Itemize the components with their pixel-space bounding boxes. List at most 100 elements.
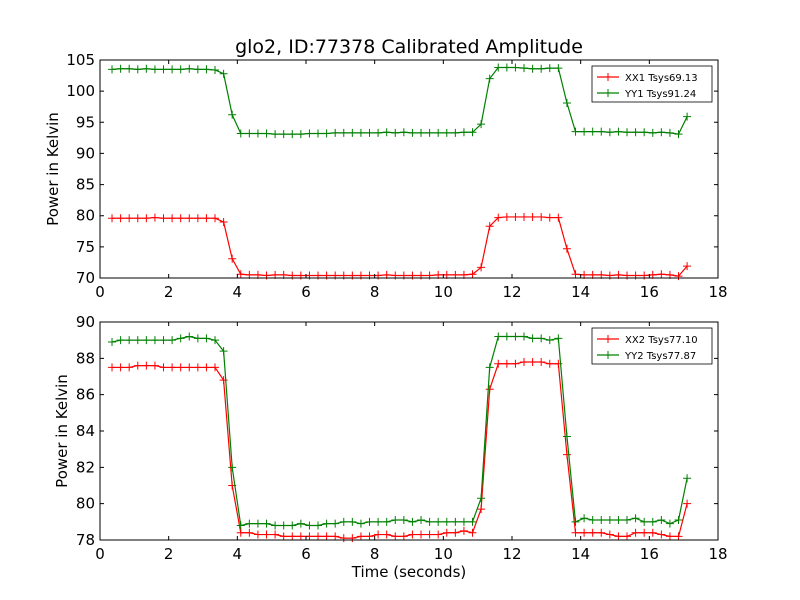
data-point — [665, 532, 674, 541]
data-point — [417, 530, 426, 539]
data-point — [202, 334, 211, 343]
data-point — [288, 521, 297, 530]
x-tick-label: 4 — [233, 283, 243, 301]
y-tick-label: 78 — [76, 531, 95, 549]
data-point — [314, 532, 323, 541]
data-point — [554, 64, 563, 73]
data-point — [133, 65, 142, 74]
y-tick-label: 100 — [66, 82, 95, 100]
data-point — [434, 530, 443, 539]
data-point — [193, 214, 202, 223]
data-point — [185, 214, 194, 223]
x-tick-label: 18 — [708, 545, 727, 563]
data-point — [485, 385, 494, 394]
data-point — [545, 359, 554, 368]
data-point — [511, 332, 520, 341]
data-point — [305, 521, 314, 530]
data-point — [176, 334, 185, 343]
data-point — [537, 334, 546, 343]
data-point — [554, 213, 563, 222]
data-point — [142, 336, 151, 345]
data-point — [176, 363, 185, 372]
data-point — [296, 519, 305, 528]
y-tick-label: 86 — [76, 386, 95, 404]
data-point — [356, 532, 365, 541]
data-point — [571, 270, 580, 279]
data-point — [296, 130, 305, 139]
data-point — [356, 128, 365, 137]
data-point — [159, 363, 168, 372]
data-point — [545, 64, 554, 73]
data-point — [605, 516, 614, 525]
data-point — [520, 357, 529, 366]
data-point — [683, 262, 692, 271]
data-point — [133, 361, 142, 370]
x-tick-label: 10 — [434, 283, 453, 301]
data-point — [125, 336, 134, 345]
y-tick-label: 88 — [76, 349, 95, 367]
y-tick-label: 85 — [76, 176, 95, 194]
data-point — [623, 516, 632, 525]
data-point — [502, 332, 511, 341]
data-point — [657, 128, 666, 137]
data-point — [674, 516, 683, 525]
x-tick-label: 4 — [233, 545, 243, 563]
data-point — [176, 65, 185, 74]
y-axis-label: Power in Kelvin — [53, 374, 71, 488]
data-point — [193, 334, 202, 343]
data-point — [348, 517, 357, 526]
data-point — [554, 334, 563, 343]
data-point — [674, 272, 683, 281]
data-point — [417, 128, 426, 137]
legend-marker — [604, 73, 612, 81]
data-point — [236, 521, 245, 530]
data-point — [305, 129, 314, 138]
data-point — [545, 213, 554, 222]
data-point — [640, 528, 649, 537]
data-point — [399, 516, 408, 525]
data-point — [468, 270, 477, 279]
data-point — [322, 519, 331, 528]
data-point — [245, 129, 254, 138]
data-point — [253, 530, 262, 539]
data-point — [477, 120, 486, 129]
data-point — [520, 64, 529, 73]
data-point — [314, 129, 323, 138]
data-point — [477, 263, 486, 272]
data-point — [116, 214, 125, 223]
data-point — [468, 528, 477, 537]
data-point — [271, 130, 280, 139]
data-point — [434, 517, 443, 526]
data-point — [494, 332, 503, 341]
data-point — [623, 128, 632, 137]
data-point — [459, 526, 468, 535]
data-point — [356, 519, 365, 528]
data-point — [365, 517, 374, 526]
data-point — [562, 432, 571, 441]
data-point — [262, 519, 271, 528]
data-point — [520, 332, 529, 341]
data-point — [322, 532, 331, 541]
data-point — [142, 361, 151, 370]
data-point — [657, 270, 666, 279]
y-tick-label: 70 — [76, 269, 95, 287]
data-point — [451, 517, 460, 526]
data-point — [331, 519, 340, 528]
data-point — [168, 336, 177, 345]
data-point — [108, 214, 117, 223]
data-point — [520, 212, 529, 221]
data-point — [683, 474, 692, 483]
data-point — [605, 128, 614, 137]
data-point — [485, 363, 494, 372]
x-tick-label: 14 — [571, 283, 590, 301]
data-point — [108, 363, 117, 372]
data-point — [494, 359, 503, 368]
data-point — [185, 64, 194, 73]
data-point — [331, 128, 340, 137]
data-point — [159, 65, 168, 74]
x-tick-label: 18 — [708, 283, 727, 301]
data-point — [339, 517, 348, 526]
data-point — [116, 363, 125, 372]
x-tick-label: 8 — [370, 283, 380, 301]
legend-marker — [604, 89, 612, 97]
